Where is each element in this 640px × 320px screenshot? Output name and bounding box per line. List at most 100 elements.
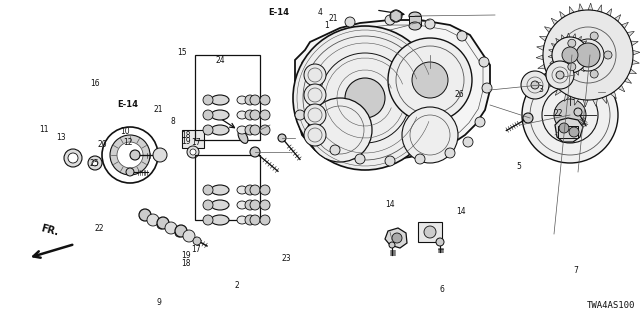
Circle shape: [295, 110, 305, 120]
Ellipse shape: [237, 126, 247, 134]
Circle shape: [250, 110, 260, 120]
Ellipse shape: [237, 96, 247, 104]
Circle shape: [562, 47, 578, 63]
Circle shape: [574, 108, 582, 116]
Text: 8: 8: [170, 117, 175, 126]
Bar: [418, 222, 442, 242]
Text: 10: 10: [120, 127, 130, 136]
Circle shape: [345, 17, 355, 27]
Bar: [195, 155, 260, 220]
Circle shape: [355, 154, 365, 164]
Circle shape: [531, 81, 539, 89]
Ellipse shape: [237, 201, 247, 209]
Circle shape: [479, 57, 489, 67]
Text: 14: 14: [456, 207, 466, 216]
Circle shape: [175, 229, 183, 237]
Polygon shape: [588, 52, 592, 55]
Circle shape: [310, 130, 320, 140]
Circle shape: [576, 43, 600, 67]
Circle shape: [260, 95, 270, 105]
Circle shape: [260, 125, 270, 135]
Text: 5: 5: [516, 162, 521, 171]
Polygon shape: [602, 96, 607, 104]
Circle shape: [304, 104, 326, 126]
Text: 19: 19: [180, 137, 191, 146]
Ellipse shape: [211, 125, 229, 135]
Ellipse shape: [409, 12, 421, 20]
Circle shape: [559, 123, 569, 133]
Polygon shape: [559, 12, 566, 19]
Polygon shape: [627, 31, 634, 37]
Circle shape: [175, 225, 187, 237]
Text: E-14: E-14: [118, 100, 138, 109]
Bar: [409, 16, 421, 26]
Polygon shape: [556, 88, 561, 95]
Text: 3: 3: [538, 85, 543, 94]
Ellipse shape: [409, 22, 421, 30]
Circle shape: [260, 215, 270, 225]
Text: 6: 6: [439, 285, 444, 294]
Circle shape: [130, 150, 140, 160]
Polygon shape: [632, 60, 639, 64]
Circle shape: [436, 238, 444, 246]
Text: 18: 18: [181, 131, 190, 140]
Polygon shape: [583, 100, 588, 107]
Text: 1: 1: [324, 21, 329, 30]
Polygon shape: [580, 68, 584, 72]
Circle shape: [552, 37, 588, 73]
Polygon shape: [385, 228, 407, 248]
Polygon shape: [621, 22, 628, 28]
Text: 26: 26: [454, 90, 465, 99]
Circle shape: [424, 226, 436, 238]
Polygon shape: [567, 33, 570, 37]
Circle shape: [245, 200, 255, 210]
Text: 4: 4: [317, 8, 323, 17]
Text: 9: 9: [156, 298, 161, 307]
Polygon shape: [593, 99, 597, 106]
Text: E-14: E-14: [268, 8, 289, 17]
Circle shape: [126, 168, 134, 176]
Circle shape: [546, 61, 574, 89]
Polygon shape: [564, 72, 567, 76]
Circle shape: [392, 233, 402, 243]
Text: 15: 15: [177, 48, 188, 57]
Bar: [195, 55, 260, 140]
Circle shape: [165, 222, 177, 234]
Circle shape: [523, 113, 533, 123]
Circle shape: [183, 230, 195, 242]
Polygon shape: [625, 77, 632, 83]
Circle shape: [304, 64, 326, 86]
Circle shape: [388, 38, 472, 122]
Text: 16: 16: [90, 79, 100, 88]
Polygon shape: [633, 50, 640, 55]
Polygon shape: [295, 20, 490, 162]
Ellipse shape: [211, 200, 229, 210]
Text: 25: 25: [90, 159, 100, 168]
Ellipse shape: [211, 110, 229, 120]
Circle shape: [385, 15, 395, 25]
Polygon shape: [614, 15, 621, 21]
Text: 18: 18: [181, 260, 190, 268]
Circle shape: [147, 214, 159, 226]
Circle shape: [250, 125, 260, 135]
Polygon shape: [391, 10, 401, 22]
Circle shape: [92, 160, 98, 166]
Ellipse shape: [237, 186, 247, 194]
Circle shape: [390, 10, 402, 22]
Text: 17: 17: [191, 245, 202, 254]
Text: 12: 12: [124, 138, 132, 147]
Circle shape: [203, 95, 213, 105]
Text: 11: 11: [39, 125, 48, 134]
Polygon shape: [583, 41, 587, 44]
Polygon shape: [551, 44, 556, 47]
Polygon shape: [606, 9, 612, 16]
Text: 22: 22: [95, 224, 104, 233]
Circle shape: [88, 156, 102, 170]
Polygon shape: [541, 73, 549, 79]
Circle shape: [554, 99, 586, 131]
Circle shape: [590, 32, 598, 40]
Circle shape: [568, 63, 576, 71]
Circle shape: [604, 51, 612, 59]
Text: 23: 23: [282, 254, 292, 263]
Polygon shape: [586, 47, 590, 49]
